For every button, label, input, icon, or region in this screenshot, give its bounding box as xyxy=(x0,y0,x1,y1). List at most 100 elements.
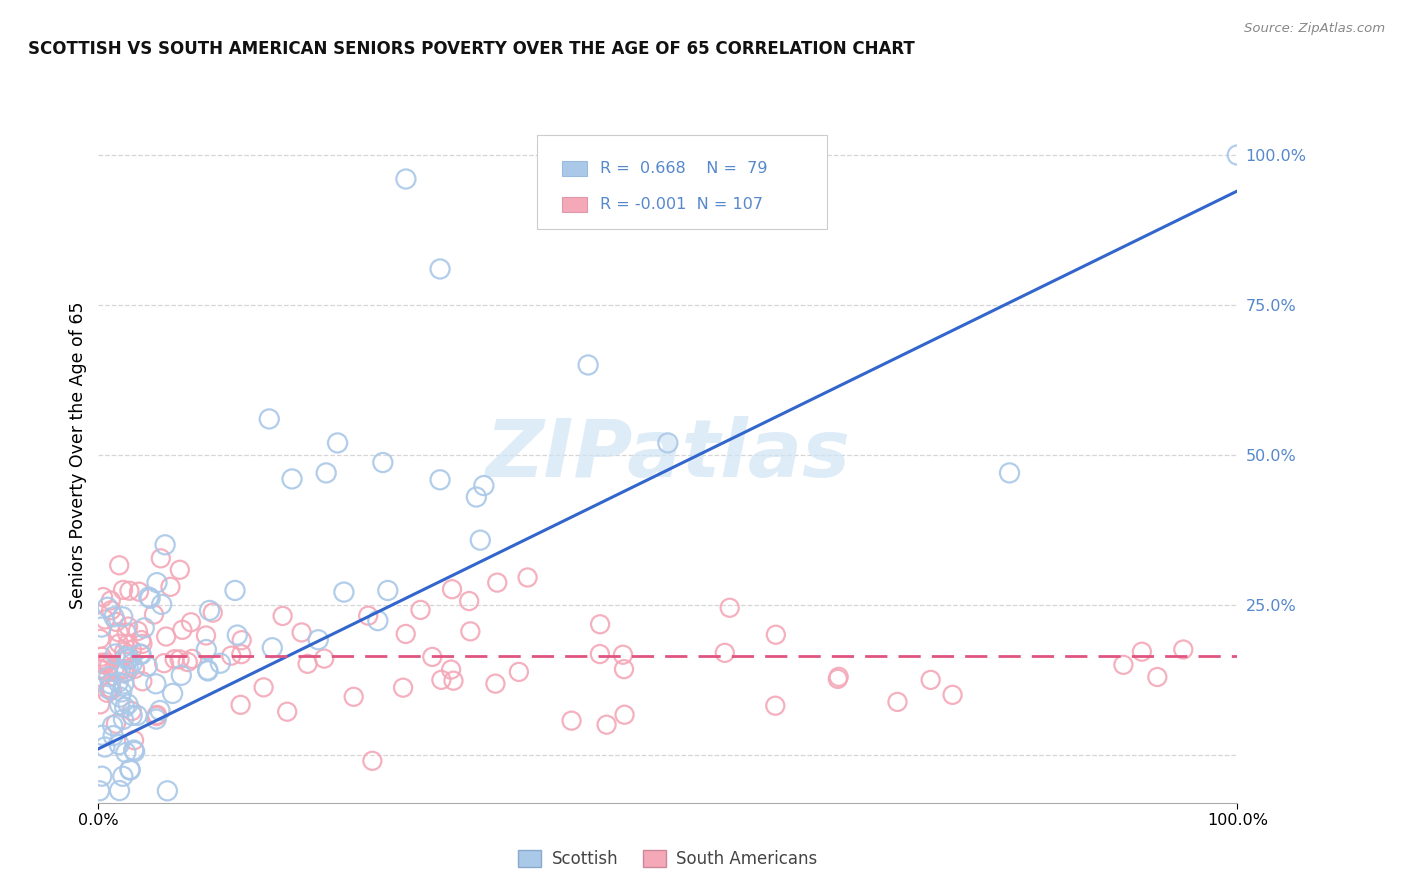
Point xyxy=(276,705,298,719)
Point xyxy=(392,681,415,695)
Bar xyxy=(562,161,586,176)
Point xyxy=(271,609,294,624)
Point xyxy=(101,718,124,732)
Point xyxy=(112,712,135,726)
Point xyxy=(90,662,112,676)
Point xyxy=(159,580,181,594)
Point xyxy=(162,686,184,700)
Point xyxy=(103,609,125,624)
Point xyxy=(120,763,142,777)
Point xyxy=(96,656,118,670)
Point xyxy=(149,704,172,718)
Point xyxy=(395,627,418,641)
Point xyxy=(229,698,252,712)
Point xyxy=(443,673,465,688)
Point xyxy=(146,575,169,590)
Point xyxy=(89,784,111,798)
Point xyxy=(90,620,112,634)
Point xyxy=(920,673,942,687)
Point xyxy=(508,665,530,679)
Point xyxy=(97,670,120,684)
Point xyxy=(134,621,156,635)
Point xyxy=(89,698,111,712)
Point xyxy=(127,708,149,723)
Point xyxy=(460,624,482,639)
Point xyxy=(138,590,160,604)
Point xyxy=(765,628,787,642)
Point xyxy=(291,625,314,640)
Point xyxy=(153,656,176,670)
Point xyxy=(117,697,139,711)
Text: R =  0.668    N =  79: R = 0.668 N = 79 xyxy=(599,161,768,176)
Point xyxy=(131,637,153,651)
Point xyxy=(589,647,612,661)
Point xyxy=(333,585,356,599)
Text: SCOTTISH VS SOUTH AMERICAN SENIORS POVERTY OVER THE AGE OF 65 CORRELATION CHART: SCOTTISH VS SOUTH AMERICAN SENIORS POVER… xyxy=(28,40,915,58)
Point xyxy=(97,659,120,673)
Point xyxy=(124,662,146,676)
Point xyxy=(252,681,274,695)
Point xyxy=(281,472,304,486)
Point xyxy=(118,583,141,598)
Point xyxy=(145,712,167,726)
Point xyxy=(315,466,337,480)
Point xyxy=(105,664,128,678)
Point xyxy=(112,665,135,680)
Point xyxy=(112,677,135,691)
Point xyxy=(155,630,177,644)
Point xyxy=(484,676,506,690)
Point xyxy=(231,633,253,648)
Point xyxy=(828,670,851,684)
Bar xyxy=(562,196,586,212)
Point xyxy=(90,663,112,677)
Point xyxy=(121,704,143,718)
Point xyxy=(169,563,191,577)
Point xyxy=(714,646,737,660)
Point xyxy=(612,648,634,662)
Point xyxy=(108,738,131,752)
Point xyxy=(827,672,849,686)
Point xyxy=(486,575,509,590)
FancyBboxPatch shape xyxy=(537,135,827,229)
Point xyxy=(209,657,232,671)
Point xyxy=(156,784,179,798)
Point xyxy=(94,739,117,754)
Point xyxy=(371,456,394,470)
Point xyxy=(128,584,150,599)
Point xyxy=(121,657,143,671)
Point xyxy=(118,651,141,665)
Point xyxy=(94,612,117,626)
Point xyxy=(718,600,741,615)
Point xyxy=(90,769,112,783)
Point xyxy=(1130,645,1153,659)
Text: Source: ZipAtlas.com: Source: ZipAtlas.com xyxy=(1244,22,1385,36)
Point xyxy=(111,685,134,699)
Point xyxy=(153,538,176,552)
Point xyxy=(100,603,122,617)
Point xyxy=(1112,657,1135,672)
Point xyxy=(440,663,463,677)
Point xyxy=(361,754,384,768)
Point xyxy=(395,172,418,186)
Point xyxy=(150,598,173,612)
Y-axis label: Seniors Poverty Over the Age of 65: Seniors Poverty Over the Age of 65 xyxy=(69,301,87,608)
Point xyxy=(1226,148,1249,162)
Point xyxy=(1146,670,1168,684)
Point xyxy=(122,743,145,757)
Point xyxy=(131,674,153,689)
Point xyxy=(117,619,139,633)
Point xyxy=(657,436,679,450)
Point xyxy=(108,637,131,651)
Point xyxy=(111,769,134,783)
Point xyxy=(589,617,612,632)
Point xyxy=(441,582,464,597)
Point xyxy=(105,615,128,629)
Point xyxy=(101,682,124,697)
Point xyxy=(115,746,138,760)
Point xyxy=(115,665,138,679)
Point xyxy=(107,675,129,690)
Point xyxy=(219,648,242,663)
Point xyxy=(326,436,349,450)
Point xyxy=(117,648,139,662)
Point xyxy=(100,593,122,607)
